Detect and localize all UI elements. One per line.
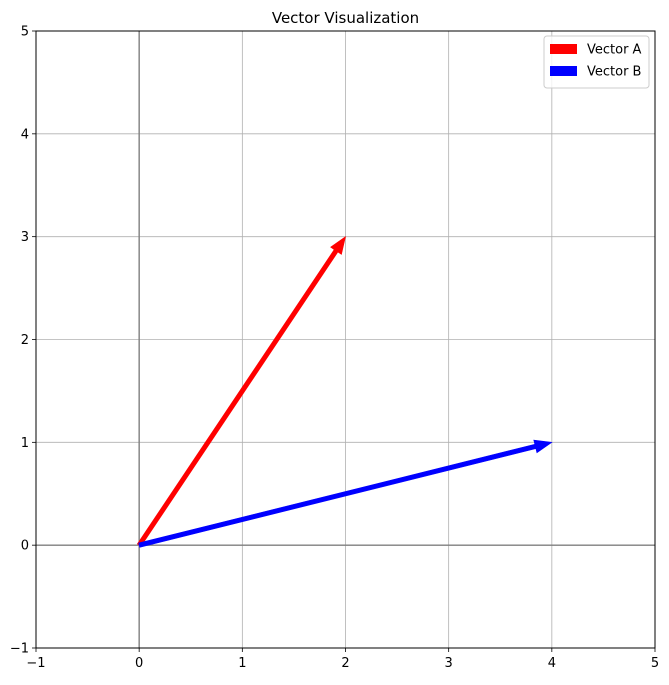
vectors [136,235,553,548]
x-tick-label: −1 [26,656,45,671]
legend-label: Vector A [587,43,642,58]
y-tick-label: 1 [21,436,29,451]
legend-label: Vector B [587,65,641,80]
y-tick-label: 5 [21,25,29,40]
y-tick-label: 0 [21,539,29,554]
y-tick-label: −1 [10,642,29,657]
x-tick-label: 0 [135,656,143,671]
y-tick-label: 4 [21,127,29,142]
x-tick-label: 4 [548,656,556,671]
x-tick-label: 3 [445,656,453,671]
vector-arrow-b [138,439,553,548]
x-tick-label: 2 [341,656,349,671]
y-tick-label: 2 [21,333,29,348]
grid-lines [35,30,656,649]
y-tick-label: 3 [21,230,29,245]
legend: Vector A Vector B [543,35,650,89]
x-tick-label: 1 [238,656,246,671]
axis-ticks: −1 0 1 2 3 4 5 −1 0 1 2 3 4 5 [10,25,659,672]
x-tick-label: 5 [651,656,659,671]
legend-swatch [550,44,577,54]
vector-arrow-a [136,235,346,547]
chart-title: Vector Visualization [272,9,419,27]
legend-swatch [550,66,577,76]
